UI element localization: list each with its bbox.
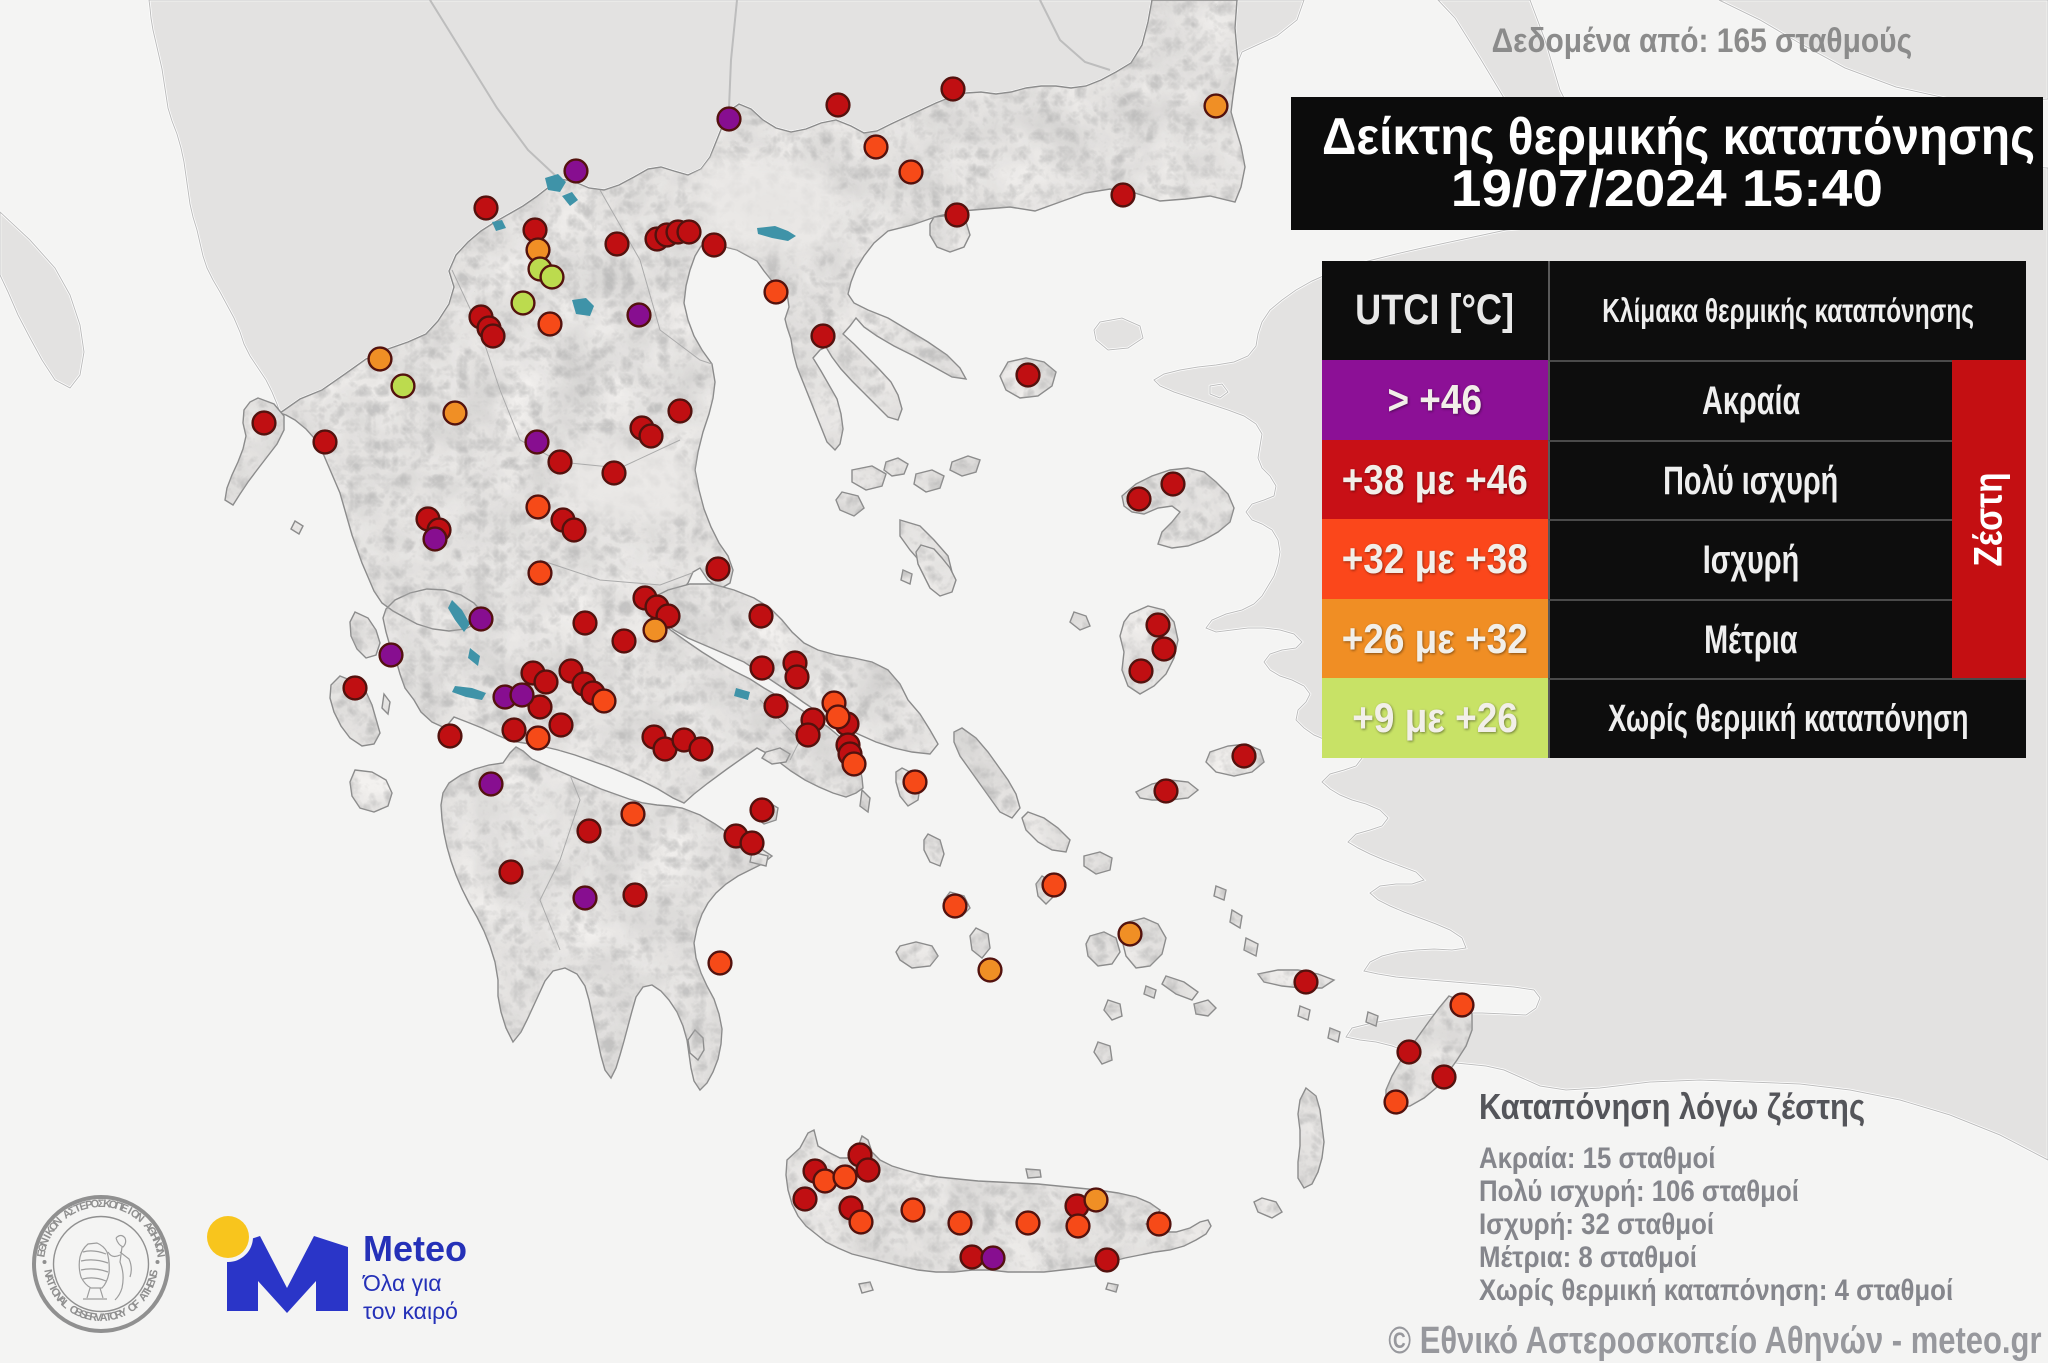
svg-text:S: S xyxy=(78,1308,89,1322)
svg-text:N: N xyxy=(146,1273,160,1284)
svg-text:Ε: Ε xyxy=(35,1249,48,1258)
svg-text:Ο: Ο xyxy=(108,1198,119,1212)
svg-text:Ι: Ι xyxy=(42,1233,54,1241)
svg-text:Όλα για: Όλα για xyxy=(362,1270,442,1296)
svg-text:I: I xyxy=(47,1284,59,1292)
svg-text:A: A xyxy=(42,1273,56,1284)
svg-text:Ρ: Ρ xyxy=(84,1199,94,1212)
svg-text:A: A xyxy=(99,1312,108,1324)
svg-text:V: V xyxy=(94,1312,103,1324)
svg-text:Ν: Ν xyxy=(38,1236,52,1248)
svg-text:Ο: Ο xyxy=(90,1198,100,1211)
svg-text:Τ: Τ xyxy=(72,1202,83,1216)
svg-text:O: O xyxy=(108,1310,120,1324)
svg-text:T: T xyxy=(105,1311,114,1324)
svg-text:τον καιρό: τον καιρό xyxy=(363,1298,458,1324)
svg-text:N: N xyxy=(41,1268,54,1278)
svg-text:S: S xyxy=(148,1269,161,1278)
svg-text:Ε: Ε xyxy=(119,1202,130,1216)
svg-text:T: T xyxy=(44,1278,58,1289)
svg-text:Meteo: Meteo xyxy=(363,1228,467,1269)
svg-text:R: R xyxy=(88,1311,98,1324)
svg-text:Ε: Ε xyxy=(78,1200,89,1214)
svg-text:Σ: Σ xyxy=(66,1204,78,1218)
svg-text:Ω: Ω xyxy=(152,1242,166,1254)
svg-text:Θ: Θ xyxy=(36,1242,50,1254)
svg-text:R: R xyxy=(113,1308,125,1322)
svg-text:Κ: Κ xyxy=(102,1198,111,1211)
svg-text:Ν: Ν xyxy=(150,1236,164,1248)
svg-text:E: E xyxy=(83,1310,93,1323)
svg-text:Ι: Ι xyxy=(126,1205,134,1217)
svg-text:Σ: Σ xyxy=(98,1198,105,1210)
svg-text:Ν: Ν xyxy=(153,1249,166,1259)
svg-text:Π: Π xyxy=(113,1200,124,1214)
svg-text:E: E xyxy=(144,1278,158,1289)
